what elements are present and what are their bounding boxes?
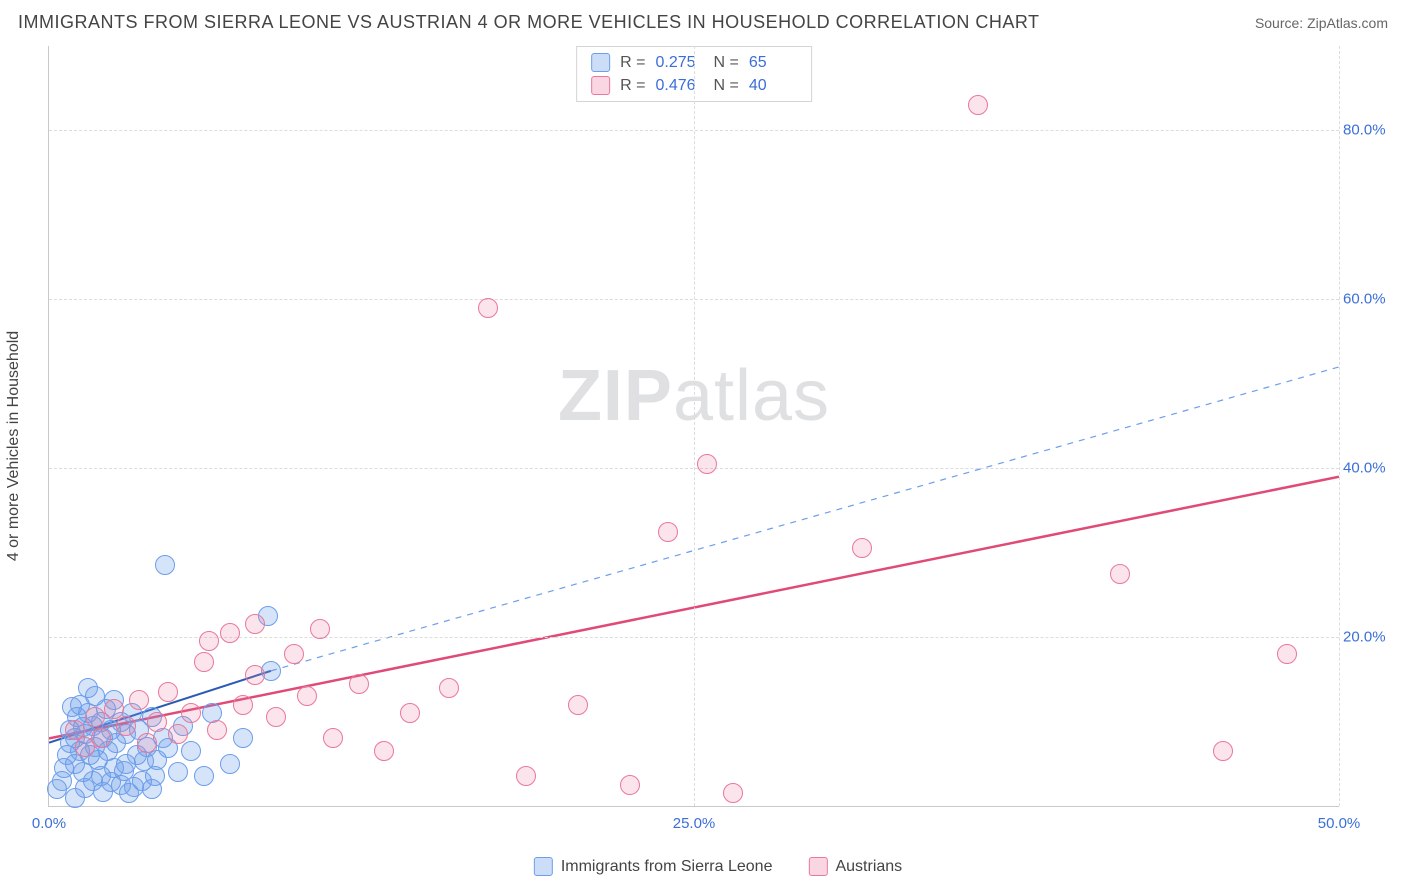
data-point [233, 728, 253, 748]
legend-label-blue: Immigrants from Sierra Leone [561, 858, 773, 876]
data-point [478, 298, 498, 318]
data-point [374, 741, 394, 761]
xtick-label: 0.0% [32, 815, 66, 832]
y-axis-title: 4 or more Vehicles in Household [5, 331, 23, 561]
swatch-pink-icon [808, 857, 827, 876]
data-point [168, 762, 188, 782]
data-point [310, 619, 330, 639]
data-point [181, 703, 201, 723]
ytick-label: 80.0% [1343, 122, 1389, 139]
data-point [194, 652, 214, 672]
data-point [158, 682, 178, 702]
xtick-label: 25.0% [673, 815, 716, 832]
data-point [1277, 644, 1297, 664]
data-point [400, 703, 420, 723]
data-point [181, 741, 201, 761]
data-point [568, 695, 588, 715]
data-point [220, 623, 240, 643]
xtick-label: 50.0% [1318, 815, 1361, 832]
data-point [658, 522, 678, 542]
data-point [323, 728, 343, 748]
data-point [349, 674, 369, 694]
source-label: Source: ZipAtlas.com [1255, 15, 1388, 31]
data-point [155, 555, 175, 575]
data-point [207, 720, 227, 740]
ytick-label: 60.0% [1343, 291, 1389, 308]
grid-line-v [694, 46, 695, 806]
data-point [233, 695, 253, 715]
plot-area: ZIPatlas R = 0.275 N = 65 R = 0.476 N = … [48, 46, 1339, 807]
data-point [968, 95, 988, 115]
data-point [266, 707, 286, 727]
data-point [439, 678, 459, 698]
data-point [145, 766, 165, 786]
legend-label-pink: Austrians [835, 858, 902, 876]
data-point [284, 644, 304, 664]
data-point [697, 454, 717, 474]
data-point [168, 724, 188, 744]
data-point [147, 712, 167, 732]
plot-wrap: 4 or more Vehicles in Household ZIPatlas… [48, 46, 1388, 846]
legend-item-blue: Immigrants from Sierra Leone [534, 857, 773, 876]
chart-title: IMMIGRANTS FROM SIERRA LEONE VS AUSTRIAN… [18, 12, 1040, 33]
data-point [116, 716, 136, 736]
ytick-label: 20.0% [1343, 629, 1389, 646]
data-point [723, 783, 743, 803]
data-point [620, 775, 640, 795]
data-point [137, 733, 157, 753]
data-point [194, 766, 214, 786]
legend-item-pink: Austrians [808, 857, 902, 876]
data-point [91, 728, 111, 748]
data-point [516, 766, 536, 786]
data-point [124, 777, 144, 797]
data-point [85, 707, 105, 727]
data-point [1110, 564, 1130, 584]
data-point [199, 631, 219, 651]
data-point [129, 690, 149, 710]
data-point [1213, 741, 1233, 761]
swatch-blue-icon [534, 857, 553, 876]
data-point [852, 538, 872, 558]
data-point [104, 699, 124, 719]
bottom-legend: Immigrants from Sierra Leone Austrians [534, 857, 902, 876]
data-point [220, 754, 240, 774]
data-point [297, 686, 317, 706]
ytick-label: 40.0% [1343, 460, 1389, 477]
grid-line-v [1339, 46, 1340, 806]
data-point [245, 614, 265, 634]
data-point [245, 665, 265, 685]
data-point [62, 697, 82, 717]
